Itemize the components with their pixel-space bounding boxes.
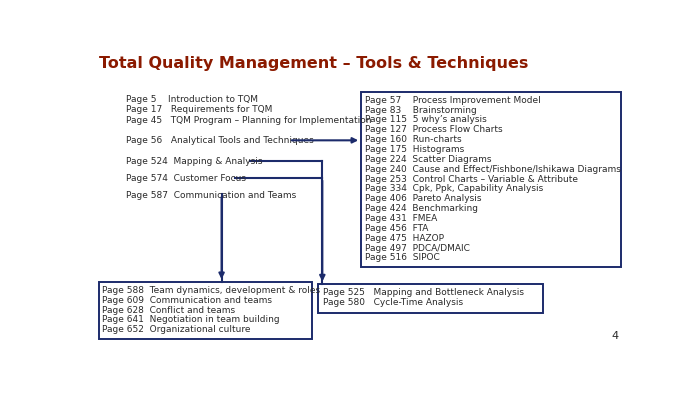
Text: Page 253  Control Charts – Variable & Attribute: Page 253 Control Charts – Variable & Att… — [365, 174, 578, 184]
Text: Page 475  HAZOP: Page 475 HAZOP — [365, 234, 444, 242]
Text: Page 652  Organizational culture: Page 652 Organizational culture — [102, 325, 251, 334]
Text: Page 497  PDCA/DMAIC: Page 497 PDCA/DMAIC — [365, 244, 470, 253]
Text: Page 56   Analytical Tools and Techniques: Page 56 Analytical Tools and Techniques — [126, 136, 314, 145]
Text: Page 115  5 why’s analysis: Page 115 5 why’s analysis — [365, 116, 486, 124]
Text: Page 609  Communication and teams: Page 609 Communication and teams — [102, 296, 272, 305]
Text: Total Quality Management – Tools & Techniques: Total Quality Management – Tools & Techn… — [99, 57, 528, 72]
Text: Page 588  Team dynamics, development & roles: Page 588 Team dynamics, development & ro… — [102, 286, 321, 295]
Text: Page 127  Process Flow Charts: Page 127 Process Flow Charts — [365, 125, 503, 134]
Bar — [318, 284, 543, 313]
Text: Page 83    Brainstorming: Page 83 Brainstorming — [365, 106, 477, 114]
Text: Page 574  Customer Focus: Page 574 Customer Focus — [126, 174, 246, 183]
Text: Page 524  Mapping & Analysis: Page 524 Mapping & Analysis — [126, 157, 262, 166]
Text: Page 160  Run-charts: Page 160 Run-charts — [365, 135, 461, 144]
Text: Page 224  Scatter Diagrams: Page 224 Scatter Diagrams — [365, 155, 491, 164]
Text: Page 628  Conflict and teams: Page 628 Conflict and teams — [102, 306, 235, 314]
Text: Page 17   Requirements for TQM: Page 17 Requirements for TQM — [126, 105, 272, 114]
Text: Page 5    Introduction to TQM: Page 5 Introduction to TQM — [126, 95, 258, 104]
Text: Page 431  FMEA: Page 431 FMEA — [365, 214, 438, 223]
Text: Page 57    Process Improvement Model: Page 57 Process Improvement Model — [365, 95, 540, 105]
Text: Page 525   Mapping and Bottleneck Analysis: Page 525 Mapping and Bottleneck Analysis — [323, 288, 524, 297]
Text: Page 456  FTA: Page 456 FTA — [365, 224, 428, 233]
Bar — [99, 282, 312, 339]
Text: Page 580   Cycle-Time Analysis: Page 580 Cycle-Time Analysis — [323, 298, 463, 307]
Text: Page 175  Histograms: Page 175 Histograms — [365, 145, 464, 154]
Text: Page 406  Pareto Analysis: Page 406 Pareto Analysis — [365, 194, 482, 203]
Text: Page 587  Communication and Teams: Page 587 Communication and Teams — [126, 191, 297, 200]
Text: Page 641  Negotiation in team building: Page 641 Negotiation in team building — [102, 316, 280, 325]
Text: Page 240  Cause and Effect/Fishbone/Ishikawa Diagrams: Page 240 Cause and Effect/Fishbone/Ishik… — [365, 165, 621, 174]
Text: Page 45   TQM Program – Planning for Implementation: Page 45 TQM Program – Planning for Imple… — [126, 116, 372, 125]
Text: Page 516  SIPOC: Page 516 SIPOC — [365, 253, 440, 263]
Text: Page 424  Benchmarking: Page 424 Benchmarking — [365, 204, 478, 213]
Bar — [361, 92, 621, 267]
Text: Page 334  Cpk, Ppk, Capability Analysis: Page 334 Cpk, Ppk, Capability Analysis — [365, 184, 543, 193]
Text: 4: 4 — [611, 331, 618, 341]
